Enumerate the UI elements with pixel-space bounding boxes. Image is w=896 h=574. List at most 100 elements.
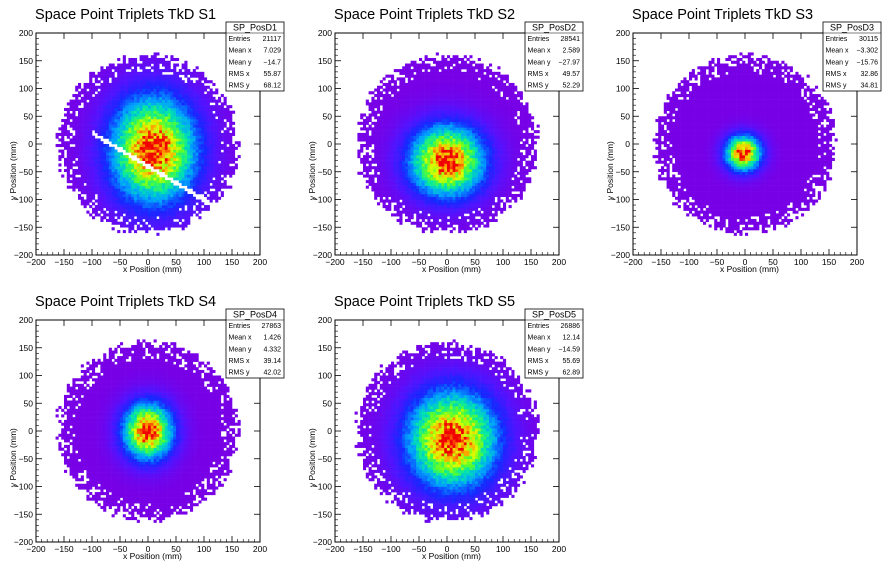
heatmap-cell: [108, 99, 112, 103]
y-tick-label: 150: [19, 56, 33, 66]
heatmap-cell: [139, 196, 143, 200]
heatmap-cell: [435, 155, 439, 159]
heatmap-cell: [192, 121, 196, 125]
heatmap-cell: [64, 130, 68, 134]
heatmap-cell: [396, 180, 400, 184]
heatmap-cell: [117, 202, 121, 206]
heatmap-cell: [128, 88, 132, 92]
heatmap-cell: [407, 96, 411, 100]
heatmap-cell: [447, 218, 451, 222]
heatmap-cell: [92, 107, 96, 111]
heatmap-cell: [122, 113, 126, 117]
heatmap-cell: [131, 149, 135, 153]
heatmap-cell: [382, 171, 386, 175]
heatmap-cell: [176, 127, 180, 131]
heatmap-cell: [447, 152, 451, 156]
heatmap-cell: [461, 107, 465, 111]
heatmap-cell: [209, 146, 213, 150]
heatmap-cell: [441, 205, 445, 209]
heatmap-cell: [441, 155, 445, 159]
heatmap-cell: [103, 146, 107, 150]
heatmap-cell: [89, 135, 93, 139]
heatmap-cell: [430, 82, 434, 87]
heatmap-cell: [83, 180, 87, 184]
heatmap-cell: [430, 160, 434, 164]
heatmap-cell: [368, 113, 372, 117]
heatmap-cell: [438, 213, 442, 217]
heatmap-cell: [449, 144, 453, 148]
heatmap-cell: [421, 82, 425, 87]
heatmap-cell: [78, 107, 82, 111]
heatmap-cell: [391, 213, 395, 217]
heatmap-cell: [92, 177, 96, 181]
heatmap-cell: [164, 91, 168, 95]
heatmap-cell: [391, 127, 395, 131]
heatmap-cell: [153, 77, 157, 81]
heatmap-cell: [385, 196, 389, 200]
heatmap-cell: [419, 207, 423, 211]
heatmap-cell: [97, 74, 101, 78]
heatmap-cell: [463, 193, 467, 198]
heatmap-cell: [170, 163, 174, 167]
heatmap-cell: [173, 113, 177, 117]
heatmap-cell: [435, 130, 439, 134]
heatmap-cell: [201, 163, 205, 167]
heatmap-cell: [190, 88, 194, 92]
heatmap-cell: [181, 166, 185, 170]
heatmap-cell: [419, 221, 423, 225]
heatmap-cell: [374, 141, 378, 145]
heatmap-cell: [223, 185, 227, 189]
heatmap-cell: [391, 102, 395, 106]
heatmap-cell: [368, 119, 372, 123]
heatmap-cell: [176, 163, 180, 167]
heatmap-cell: [377, 116, 381, 120]
heatmap-cell: [122, 141, 126, 145]
heatmap-cell: [391, 163, 395, 167]
heatmap-cell: [452, 185, 456, 189]
heatmap-cell: [66, 157, 70, 161]
heatmap-cell: [178, 191, 182, 195]
heatmap-cell: [385, 177, 389, 181]
heatmap-cell: [78, 146, 82, 150]
heatmap-cell: [393, 207, 397, 211]
heatmap-cell: [153, 171, 157, 175]
heatmap-cell: [461, 113, 465, 117]
heatmap-cell: [114, 149, 118, 153]
heatmap-cell: [181, 202, 185, 206]
heatmap-cell: [449, 116, 453, 120]
heatmap-cell: [410, 96, 414, 100]
heatmap-cell: [83, 160, 87, 164]
heatmap-cell: [167, 188, 171, 192]
heatmap-cell: [128, 138, 132, 142]
heatmap-cell: [184, 102, 188, 106]
heatmap-cell: [117, 193, 121, 198]
heatmap-cell: [458, 99, 462, 103]
heatmap-cell: [363, 157, 367, 161]
heatmap-cell: [164, 166, 168, 170]
heatmap-cell: [145, 144, 149, 148]
heatmap-cell: [379, 168, 383, 173]
heatmap-cell: [170, 124, 174, 128]
heatmap-cell: [184, 191, 188, 195]
heatmap-cell: [441, 207, 445, 211]
heatmap-cell: [83, 130, 87, 134]
heatmap-cell: [195, 177, 199, 181]
heatmap-cell: [122, 116, 126, 120]
heatmap-cell: [117, 80, 121, 84]
heatmap-cell: [150, 163, 154, 167]
heatmap-cell: [424, 210, 428, 214]
heatmap-cell: [159, 193, 163, 198]
heatmap-cell: [173, 149, 177, 153]
heatmap-cell: [122, 55, 126, 59]
heatmap-cell: [461, 155, 465, 159]
heatmap-cell: [83, 116, 87, 120]
heatmap-cell: [181, 152, 185, 156]
heatmap-cell: [218, 99, 222, 103]
heatmap-cell: [388, 119, 392, 123]
heatmap-cell: [120, 63, 124, 67]
heatmap-cell: [463, 116, 467, 120]
heatmap-cell: [117, 57, 121, 62]
heatmap-cell: [441, 191, 445, 195]
heatmap-cell: [209, 152, 213, 156]
heatmap-cell: [382, 110, 386, 114]
